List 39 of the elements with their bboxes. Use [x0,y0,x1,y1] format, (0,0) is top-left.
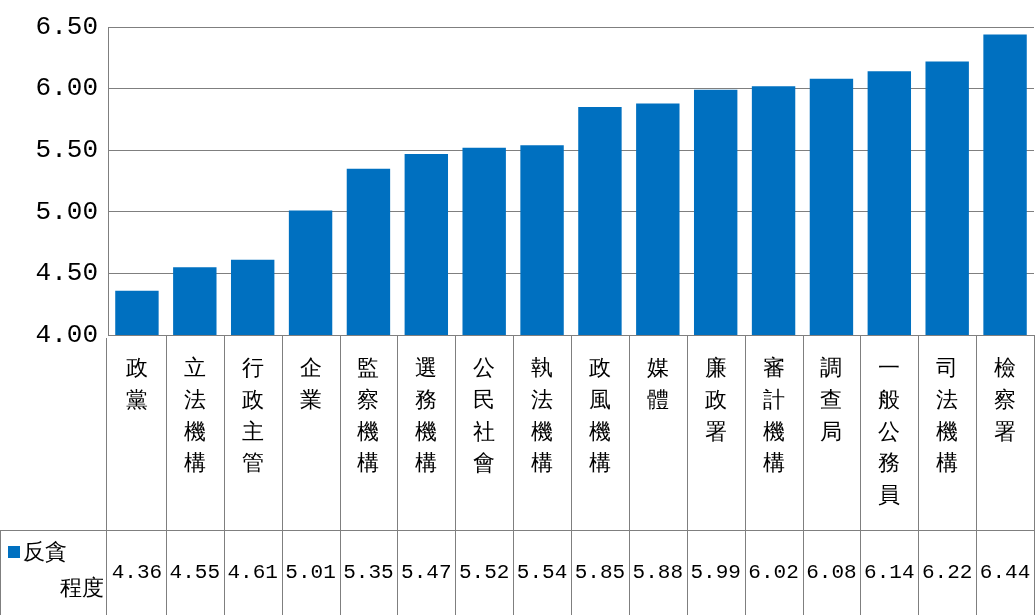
x-tick-label: 一般公務員 [878,356,901,510]
data-label: 6.02 [748,561,799,585]
x-tick-label: 執法機構 [531,355,554,478]
data-label: 4.61 [227,561,278,585]
data-label: 5.52 [458,561,510,585]
data-label: 6.22 [921,561,973,585]
data-label: 4.36 [111,561,163,585]
y-tick-label: 5.00 [35,196,98,227]
data-label: 5.88 [632,561,684,585]
x-tick-label: 廉政署 [704,355,727,446]
x-tick-label: 公民社會 [473,356,496,478]
x-tick-label: 企業 [299,356,322,414]
y-tick-label: 6.50 [35,11,98,42]
y-tick-label: 4.00 [35,319,98,350]
data-label: 4.55 [169,561,221,585]
data-label: 6.14 [864,561,915,585]
y-tick-label: 4.50 [35,258,98,289]
legend-label: 反貪程度 [23,539,104,602]
x-tick-label: 選務機構 [415,356,438,478]
x-tick-label: 審計機構 [762,355,785,478]
y-tick-label: 6.00 [35,73,98,104]
data-label: 5.54 [516,561,568,585]
x-tick-label: 檢察署 [994,356,1017,446]
x-tick-label: 調查局 [820,355,843,446]
x-tick-label: 政黨 [125,356,148,414]
y-tick-label: 5.50 [35,135,98,166]
data-label: 5.01 [285,561,336,585]
x-tick-label: 政風機構 [588,356,611,478]
x-tick-label: 監察機構 [357,356,380,478]
x-tick-label: 媒體 [646,356,669,414]
x-tick-label: 行政主管 [241,356,264,478]
data-label: 5.35 [343,561,394,585]
data-label: 6.44 [979,561,1031,585]
data-label: 5.85 [574,561,626,585]
x-tick-label: 司法機構 [936,356,959,478]
data-label: 5.99 [690,561,741,585]
data-label: 5.47 [401,561,452,585]
data-label: 6.08 [806,561,857,585]
x-tick-label: 立法機構 [183,355,206,478]
